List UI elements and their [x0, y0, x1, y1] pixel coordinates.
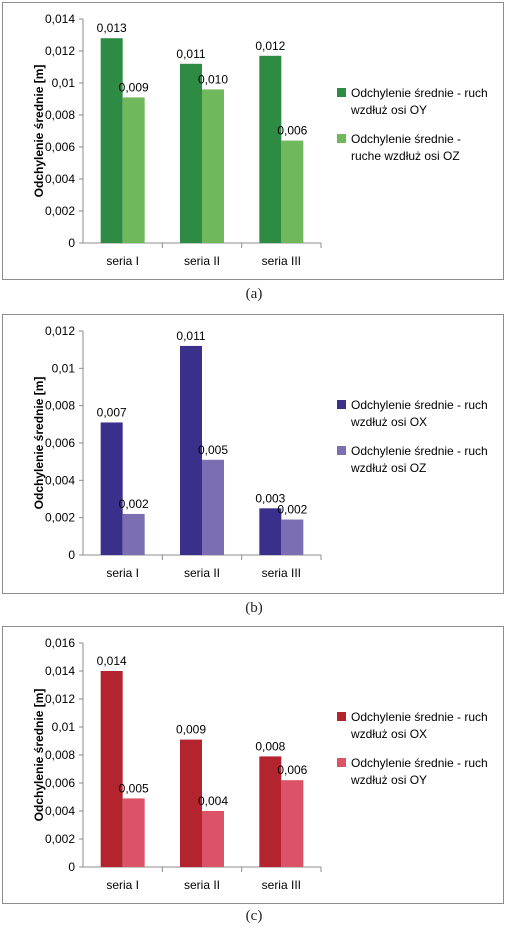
data-label: 0,012: [255, 39, 285, 53]
legend-label: wzdłuż osi OZ: [350, 461, 426, 475]
x-tick-label: seria II: [184, 878, 220, 892]
data-label: 0,006: [277, 124, 307, 138]
chart-panel-b: 0 0,002 0,004 0,006 0,008 0,01 0,012 Odchylenie…: [2, 314, 504, 594]
y-tick-label: 0: [68, 860, 75, 874]
bar: [202, 89, 224, 244]
data-label: 0,002: [119, 497, 149, 511]
data-label: 0,005: [198, 443, 228, 457]
bar: [281, 140, 304, 243]
chart-panel-a: 0 0,002 0,004 0,006 0,008 0,01 0,012 0,014 Odchy…: [2, 2, 504, 280]
legend-swatch: [337, 134, 346, 143]
y-tick-label: 0,004: [45, 473, 75, 487]
legend-swatch: [337, 446, 346, 455]
x-tick-label: seria I: [106, 878, 139, 892]
data-label: 0,011: [176, 47, 205, 61]
y-tick-label: 0,008: [45, 399, 75, 413]
y-tick-label: 0,006: [45, 436, 75, 450]
data-label: 0,003: [255, 491, 285, 505]
chart-a-svg: 0 0,002 0,004 0,006 0,008 0,01 0,012 0,014 Odchy…: [32, 12, 488, 268]
legend-label: Odchylenie średnie - ruch: [351, 398, 488, 412]
chart-c-svg: 0 0,002 0,004 0,006 0,008 0,01 0,012 0,014 0,016…: [32, 636, 488, 892]
legend-label: Odchylenie średnie -: [351, 132, 461, 146]
bar: [259, 756, 282, 867]
chart-b-svg: 0 0,002 0,004 0,006 0,008 0,01 0,012 Odchylenie…: [32, 324, 488, 580]
bar: [100, 671, 123, 867]
bar: [122, 798, 145, 867]
legend-label: wzdłuż osi OX: [350, 415, 427, 429]
bar: [100, 38, 123, 244]
y-axis-title: Odchylenie średnie [m]: [32, 65, 46, 198]
bar: [122, 513, 145, 555]
data-label: 0,009: [176, 723, 206, 737]
y-tick-label: 0,004: [45, 804, 75, 818]
legend-label: Odchylenie średnie - ruch: [351, 710, 488, 724]
legend-label: wzdłuż osi OY: [350, 103, 427, 117]
legend-label: Odchylenie średnie - ruch: [351, 444, 488, 458]
y-tick-label: 0,012: [45, 324, 75, 338]
legend-label: ruche wzdłuż osi OZ: [351, 149, 460, 163]
data-label: 0,013: [97, 21, 127, 35]
legend-label: wzdłuż osi OY: [350, 773, 427, 787]
y-tick-label: 0,012: [45, 692, 75, 706]
bar: [180, 345, 202, 555]
legend-swatch: [337, 400, 346, 409]
bar: [180, 63, 202, 243]
x-tick-label: seria I: [106, 254, 139, 268]
bar: [281, 519, 304, 555]
bar: [180, 739, 202, 867]
bar: [202, 811, 224, 867]
bar: [122, 97, 145, 244]
legend-label: wzdłuż osi OX: [350, 727, 427, 741]
data-label: 0,002: [277, 503, 307, 517]
y-tick-label: 0,014: [45, 12, 75, 26]
x-tick-label: seria III: [262, 254, 301, 268]
caption-b: (b): [245, 600, 263, 616]
data-label: 0,010: [198, 72, 228, 86]
x-tick-label: seria II: [184, 566, 220, 580]
y-tick-label: 0,01: [52, 76, 76, 90]
y-tick-label: 0,002: [45, 204, 75, 218]
x-tick-label: seria III: [262, 878, 301, 892]
y-tick-label: 0,016: [45, 636, 75, 650]
y-tick-label: 0,008: [45, 108, 75, 122]
data-label: 0,009: [119, 80, 149, 94]
y-tick-label: 0,01: [52, 361, 76, 375]
x-tick-label: seria II: [184, 254, 220, 268]
bar: [100, 422, 123, 555]
y-tick-label: 0,002: [45, 511, 75, 525]
bar: [202, 459, 224, 555]
y-tick-label: 0,01: [52, 720, 76, 734]
y-tick-label: 0: [68, 236, 75, 250]
caption-c: (c): [245, 908, 263, 924]
y-tick-label: 0,004: [45, 172, 75, 186]
y-tick-label: 0,002: [45, 832, 75, 846]
data-label: 0,005: [119, 781, 149, 795]
data-label: 0,011: [176, 329, 205, 343]
legend-swatch: [337, 712, 346, 721]
data-label: 0,007: [97, 405, 127, 419]
bar: [259, 55, 282, 243]
bar: [281, 780, 304, 867]
y-tick-label: 0,006: [45, 140, 75, 154]
y-tick-label: 0,006: [45, 776, 75, 790]
y-axis-title: Odchylenie średnie [m]: [32, 689, 46, 822]
caption-a: (a): [245, 286, 263, 302]
data-label: 0,014: [97, 654, 127, 668]
data-label: 0,006: [277, 763, 307, 777]
y-axis-title: Odchylenie średnie [m]: [32, 377, 46, 510]
x-tick-label: seria I: [106, 566, 139, 580]
chart-panel-c: 0 0,002 0,004 0,006 0,008 0,01 0,012 0,014 0,016…: [2, 626, 504, 904]
data-label: 0,004: [198, 794, 228, 808]
y-tick-label: 0,008: [45, 748, 75, 762]
data-label: 0,008: [255, 739, 285, 753]
legend-label: Odchylenie średnie - ruch: [351, 86, 488, 100]
y-tick-label: 0,012: [45, 44, 75, 58]
y-tick-label: 0,014: [45, 664, 75, 678]
bar: [259, 508, 282, 555]
x-tick-label: seria III: [262, 566, 301, 580]
y-tick-label: 0: [68, 548, 75, 562]
legend-swatch: [337, 88, 346, 97]
legend-label: Odchylenie średnie - ruch: [351, 756, 488, 770]
legend-swatch: [337, 758, 346, 767]
